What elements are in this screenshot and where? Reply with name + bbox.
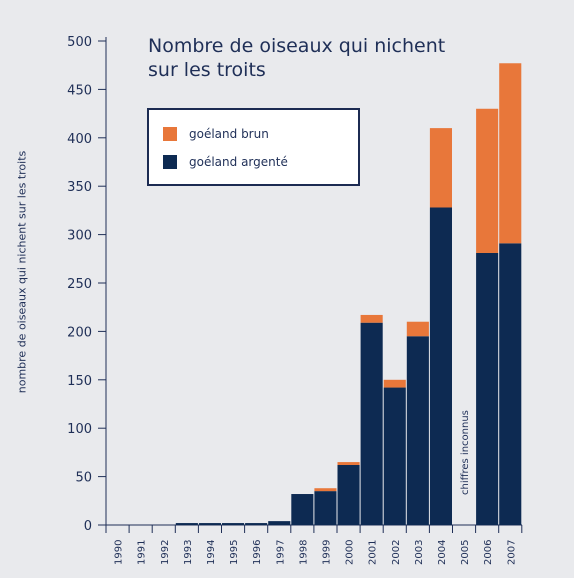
bar-goeland-brun bbox=[406, 321, 429, 337]
y-tick-label: 450 bbox=[67, 83, 92, 98]
y-axis-label: nombre de oiseaux qui nichent sur les tr… bbox=[15, 150, 29, 394]
x-tick-label: 1992 bbox=[160, 540, 171, 565]
bar-goeland-argente bbox=[222, 523, 245, 525]
x-tick-label: 2006 bbox=[483, 540, 494, 565]
x-tick-label: 2002 bbox=[391, 540, 402, 565]
x-tick-label: 2007 bbox=[506, 540, 517, 565]
bar-goeland-argente bbox=[314, 491, 337, 525]
legend-swatch-brun bbox=[163, 127, 177, 141]
x-tick-label: 1990 bbox=[114, 540, 125, 565]
bar-goeland-brun bbox=[499, 63, 522, 244]
bar-goeland-argente bbox=[499, 243, 522, 525]
x-tick-label: 2004 bbox=[437, 540, 448, 565]
x-tick-label: 1993 bbox=[183, 540, 194, 565]
y-tick-label: 100 bbox=[67, 422, 92, 437]
bar-goeland-argente bbox=[406, 336, 429, 525]
x-tick-label: 2003 bbox=[414, 540, 425, 565]
x-tick-label: 1995 bbox=[229, 540, 240, 565]
y-tick-label: 150 bbox=[67, 374, 92, 389]
x-tick-label: 2005 bbox=[460, 540, 471, 565]
bar-goeland-brun bbox=[360, 314, 383, 323]
legend-label-argente: goéland argenté bbox=[189, 155, 288, 169]
y-tick-label: 300 bbox=[67, 229, 92, 244]
legend-swatch-argente bbox=[163, 155, 177, 169]
chart-title: Nombre de oiseaux qui nichent sur les tr… bbox=[148, 34, 458, 82]
bar-goeland-argente bbox=[268, 521, 291, 525]
x-tick-label: 1994 bbox=[206, 540, 217, 565]
bar-goeland-brun bbox=[383, 379, 406, 388]
x-tick-label: 1996 bbox=[252, 540, 263, 565]
y-tick-label: 350 bbox=[67, 180, 92, 195]
annotation-chiffres-inconnus: chiffres inconnus bbox=[460, 410, 471, 495]
bar-goeland-argente bbox=[383, 387, 406, 525]
x-tick-label: 1997 bbox=[275, 540, 286, 565]
bar-goeland-brun bbox=[337, 462, 360, 465]
bar-goeland-brun bbox=[476, 108, 499, 253]
bar-goeland-argente bbox=[360, 322, 383, 525]
bar-goeland-argente bbox=[175, 523, 198, 525]
bar-goeland-argente bbox=[337, 464, 360, 525]
bar-goeland-argente bbox=[198, 523, 221, 525]
y-tick-label: 0 bbox=[84, 519, 92, 534]
bar-goeland-argente bbox=[429, 207, 452, 525]
bar-goeland-argente bbox=[245, 523, 268, 525]
y-tick-label: 250 bbox=[67, 277, 92, 292]
legend-item-argente: goéland argenté bbox=[163, 154, 288, 170]
chart-title-text: Nombre de oiseaux qui nichent sur les tr… bbox=[148, 35, 446, 81]
x-tick-label: 2001 bbox=[368, 540, 379, 565]
bar-goeland-argente bbox=[291, 494, 314, 525]
bar-goeland-brun bbox=[314, 488, 337, 492]
x-tick-label: 2000 bbox=[345, 540, 356, 565]
legend-label-brun: goéland brun bbox=[189, 127, 269, 141]
x-tick-label: 1991 bbox=[137, 540, 148, 565]
legend-item-brun: goéland brun bbox=[163, 126, 269, 142]
y-tick-label: 500 bbox=[67, 35, 92, 50]
x-tick-label: 1998 bbox=[298, 540, 309, 565]
legend: goéland brun goéland argenté bbox=[147, 108, 360, 186]
y-tick-label: 200 bbox=[67, 325, 92, 340]
y-tick-label: 50 bbox=[75, 471, 92, 486]
bar-goeland-argente bbox=[476, 252, 499, 525]
x-tick-label: 1999 bbox=[321, 540, 332, 565]
y-tick-label: 400 bbox=[67, 132, 92, 147]
bar-goeland-brun bbox=[429, 128, 452, 208]
